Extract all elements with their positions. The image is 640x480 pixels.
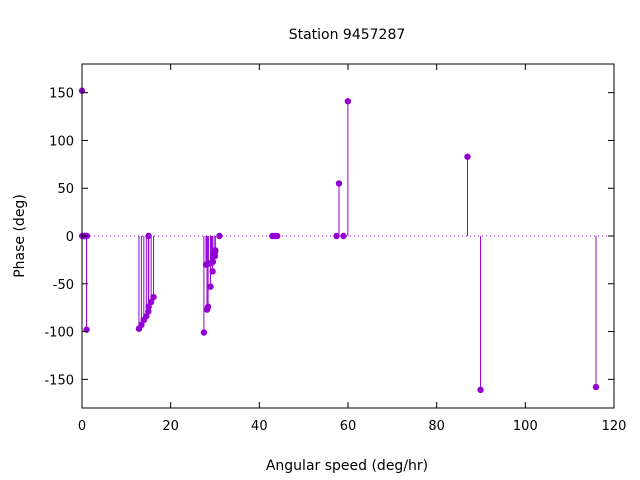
data-point — [200, 329, 208, 336]
data-point — [477, 386, 484, 394]
data-point — [340, 232, 347, 240]
data-point — [138, 321, 145, 329]
y-tick-label: 150 — [49, 87, 74, 102]
x-tick-label: 80 — [428, 419, 445, 434]
data-point — [333, 232, 340, 240]
data-point — [143, 313, 150, 320]
y-tick-label: 50 — [57, 182, 74, 197]
data-point — [273, 232, 281, 240]
data-point — [216, 232, 223, 240]
data-point — [204, 303, 212, 310]
data-point — [209, 258, 217, 265]
y-tick-label: 100 — [49, 134, 74, 149]
data-point — [147, 298, 155, 306]
data-point — [212, 247, 219, 254]
data-point — [150, 293, 157, 301]
data-point — [145, 308, 152, 315]
x-tick-label: 120 — [602, 419, 627, 434]
x-tick-label: 40 — [251, 419, 268, 434]
y-tick-label: 0 — [66, 230, 74, 245]
y-axis-title: Phase (deg) — [12, 194, 28, 278]
x-tick-label: 20 — [162, 419, 179, 434]
plot-frame — [81, 63, 615, 409]
data-point — [209, 268, 216, 275]
data-point — [207, 283, 214, 290]
x-tick-label: 60 — [340, 419, 357, 434]
x-tick-label: 100 — [513, 419, 538, 434]
chart-title: Station 9457287 — [289, 27, 406, 43]
data-point — [344, 98, 352, 105]
x-tick-label: 0 — [78, 419, 86, 434]
x-axis-title: Angular speed (deg/hr) — [266, 458, 428, 474]
y-tick-label: -50 — [53, 278, 74, 293]
y-tick-label: -150 — [44, 373, 74, 388]
data-point — [592, 383, 600, 391]
axis-ticks: 0 20 40 60 80 100 120 -150 -100 -50 0 50 100 150 — [44, 64, 626, 434]
data-point — [464, 153, 471, 160]
data-point — [145, 303, 152, 310]
y-tick-label: -100 — [44, 326, 74, 341]
data-point — [335, 180, 343, 187]
